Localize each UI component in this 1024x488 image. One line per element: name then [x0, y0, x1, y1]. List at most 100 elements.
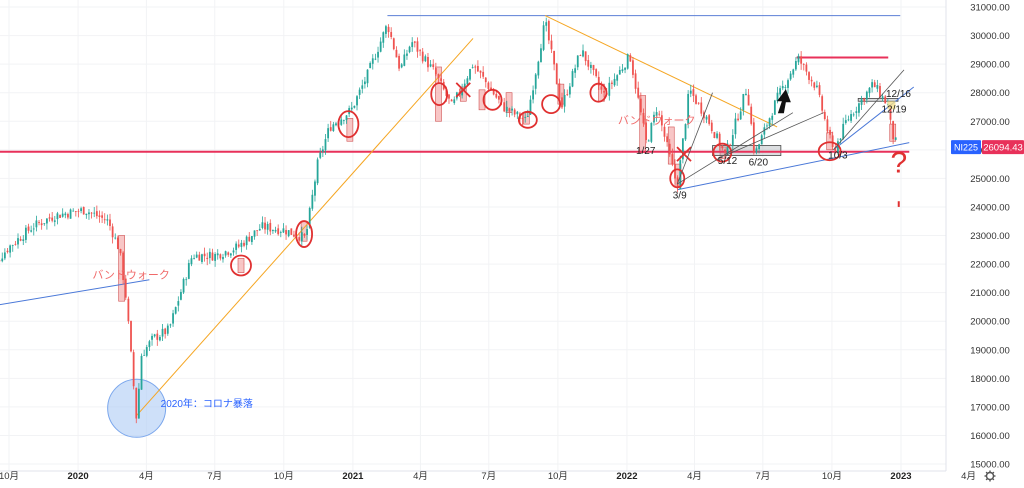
candle-body [332, 124, 335, 131]
candle-body [663, 126, 666, 137]
candle-body [653, 114, 655, 123]
candle-body [114, 237, 117, 239]
candle-body [737, 118, 739, 121]
candle-body [169, 324, 172, 326]
candle-body [545, 22, 548, 26]
candle-body [629, 55, 632, 62]
candle-body [74, 211, 77, 212]
candle-body [684, 124, 687, 140]
red-circle-marker [482, 88, 503, 111]
candle-body [261, 222, 264, 228]
y-tick-label: 25000.00 [970, 174, 1010, 185]
candle-body [555, 63, 558, 85]
candle-body [253, 230, 256, 237]
candle-body [603, 90, 605, 93]
y-tick-label: 15000.00 [970, 460, 1010, 471]
candle-body [718, 133, 721, 147]
candle-body [40, 223, 43, 226]
candle-body [558, 83, 561, 99]
candle-body [1, 258, 4, 262]
candle-body [314, 181, 316, 196]
candle-body [576, 55, 579, 68]
candle-body [566, 94, 569, 95]
candle-body [342, 120, 345, 121]
candle-body [434, 68, 437, 75]
candle-body [227, 252, 230, 255]
candle-body [187, 263, 190, 279]
candle-body [279, 232, 282, 233]
candle-body [726, 143, 729, 154]
candle-body [6, 250, 9, 253]
candle-body [642, 112, 645, 124]
candle-body [308, 208, 311, 228]
candle-body [487, 82, 490, 89]
candle-body [30, 230, 33, 232]
candle-body [894, 137, 897, 140]
candle-body [385, 26, 387, 34]
trendline [677, 142, 910, 191]
candle-body [482, 71, 485, 77]
candle-body [750, 106, 753, 124]
candle-body [837, 141, 839, 153]
candle-body [316, 159, 319, 184]
candle-body [356, 96, 358, 106]
candle-body [766, 125, 768, 127]
candle-body [721, 145, 724, 149]
candle-body [495, 93, 498, 98]
candle-body [214, 254, 217, 261]
candle-body [127, 298, 130, 322]
candle-body [382, 32, 385, 43]
y-tick-label: 21000.00 [970, 288, 1010, 299]
highlight-box [887, 101, 896, 110]
candle-body [666, 136, 669, 143]
candle-body [321, 149, 324, 152]
candle-body [513, 109, 516, 115]
date-label: 1/27 [636, 146, 656, 157]
red-circle-marker [230, 254, 252, 277]
candle-body [250, 236, 253, 243]
candle-body [571, 71, 574, 87]
candle-body [574, 68, 577, 73]
candle-body [474, 66, 477, 68]
gear-icon[interactable] [984, 470, 996, 482]
candle-body [98, 215, 101, 218]
candle-body [203, 253, 206, 257]
candle-body [844, 120, 847, 123]
candle-body [821, 96, 824, 111]
candle-body [503, 102, 506, 112]
candle-body [639, 98, 642, 113]
candle-body [498, 96, 500, 100]
candle-body [371, 58, 374, 64]
gear-icon-tooth [985, 477, 989, 481]
candle-body [813, 82, 816, 88]
candle-body [130, 321, 132, 352]
candle-body [67, 214, 69, 218]
candle-body [440, 78, 443, 81]
candle-body [592, 65, 595, 71]
question-mark: ? [890, 147, 907, 180]
candle-body [164, 328, 167, 335]
candle-body [353, 105, 356, 108]
candle-body [477, 65, 479, 72]
candle-body [734, 118, 737, 135]
candle-body [516, 111, 519, 115]
candle-body [269, 222, 272, 232]
band-rect [435, 66, 442, 122]
x-tick-label: 7月 [755, 471, 770, 482]
date-label: 10/3 [828, 150, 848, 161]
x-tick-label: 2023 [890, 471, 911, 482]
candle-body [277, 228, 280, 235]
candle-body [826, 119, 829, 132]
y-tick-label: 22000.00 [970, 260, 1010, 271]
candle-body [311, 194, 314, 209]
candle-body [626, 54, 629, 69]
red-circle-marker [541, 94, 562, 115]
x-tick-label: 4月 [961, 471, 976, 482]
candle-body [324, 139, 327, 151]
candle-body [285, 230, 287, 235]
fan-line [725, 112, 824, 156]
candle-body [329, 127, 332, 131]
